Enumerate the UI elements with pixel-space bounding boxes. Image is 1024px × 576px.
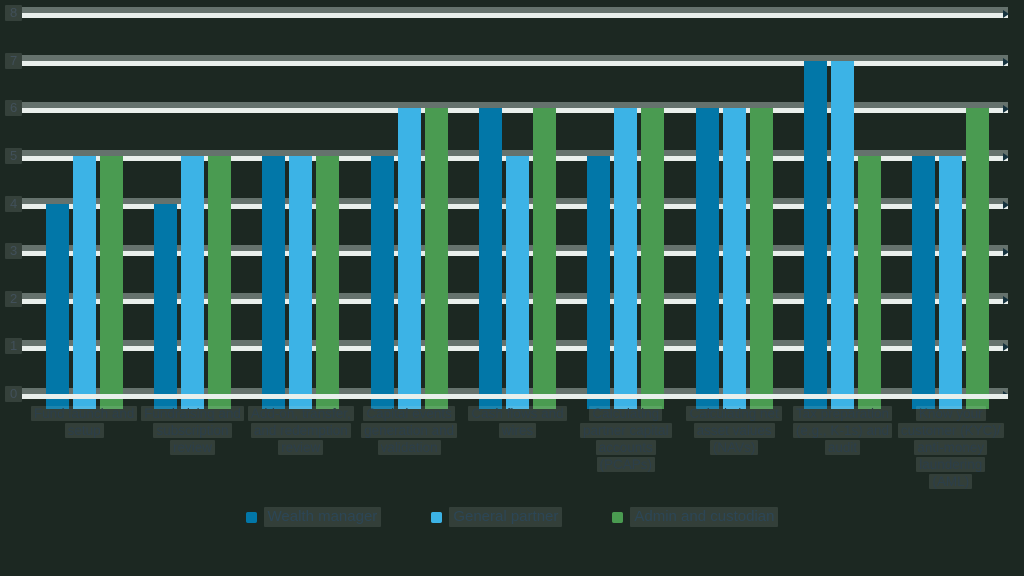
x-axis-label-fund-launch-and-setup: Fund launch and setup xyxy=(30,405,138,439)
x-axis-label-cash-flows-and-wires: Cash flows and wires xyxy=(463,405,571,439)
bar-group-cash-flows-and-wires xyxy=(478,108,556,409)
gridline-8 xyxy=(22,7,1009,18)
bar-group-calculating-partner-capital-ac xyxy=(587,108,665,409)
y-axis-tick-label-7: 7 xyxy=(5,52,23,69)
bar-admin-and-custodian-5[interactable] xyxy=(532,108,556,409)
bar-general-partner-9[interactable] xyxy=(939,155,963,409)
x-axis-label-tax-preparation-e-g-k-1s-and-a: Tax preparation (e.g., K-1s) and audit xyxy=(788,405,896,456)
bar-wealth-manager-9[interactable] xyxy=(912,155,936,409)
x-axis-label-cell-7: Calculating net asset values (NAVs) xyxy=(680,405,788,456)
gridline-6 xyxy=(22,102,1009,114)
bar-admin-and-custodian-9[interactable] xyxy=(966,108,990,409)
legend-label-general-partner: General partner xyxy=(449,507,563,527)
x-axis-label-cell-6: Calculating partner capital accounts (PC… xyxy=(572,405,680,473)
bar-general-partner-6[interactable] xyxy=(614,108,638,409)
bar-general-partner-8[interactable] xyxy=(830,60,854,409)
legend-swatch-general-partner xyxy=(431,511,443,523)
bar-general-partner-5[interactable] xyxy=(505,155,529,409)
x-axis-label-cell-3: Add-on, transfer, and redemption review xyxy=(247,405,355,456)
bar-wealth-manager-4[interactable] xyxy=(370,155,394,409)
bar-group-fund-launch-and-setup xyxy=(45,155,123,409)
y-axis-tick-label-0: 0 xyxy=(5,386,23,402)
x-axis-label-cell-4: Capital events generation and validation xyxy=(355,405,463,456)
y-axis-tick-label-3: 3 xyxy=(5,243,23,260)
legend-swatch-wealth-manager xyxy=(245,511,257,523)
bar-admin-and-custodian-8[interactable] xyxy=(857,155,881,409)
y-axis-tick-label-1: 1 xyxy=(5,338,23,355)
y-axis-tick-label-5: 5 xyxy=(5,147,23,164)
bar-admin-and-custodian-6[interactable] xyxy=(641,108,665,409)
bar-wealth-manager-5[interactable] xyxy=(478,108,502,409)
bar-general-partner-3[interactable] xyxy=(289,155,313,409)
bar-group-calculating-net-asset-values-n xyxy=(695,108,773,409)
bar-wealth-manager-2[interactable] xyxy=(153,203,177,409)
y-axis-tick-label-6: 6 xyxy=(5,100,23,117)
y-axis-tick-label-8: 8 xyxy=(5,5,23,21)
legend-item-admin-and-custodian[interactable]: Admin and custodian xyxy=(612,507,779,527)
x-axis-label-cell-2: Fundraising and subscription review xyxy=(138,405,246,456)
bar-general-partner-4[interactable] xyxy=(397,108,421,409)
legend-item-general-partner[interactable]: General partner xyxy=(431,507,563,527)
legend-swatch-admin-and-custodian xyxy=(612,511,624,523)
legend-label-admin-and-custodian: Admin and custodian xyxy=(630,507,779,527)
plot-area xyxy=(30,0,1005,409)
bar-wealth-manager-8[interactable] xyxy=(803,60,827,409)
x-axis-label-add-on-transfer-and-redemption: Add-on, transfer, and redemption review xyxy=(247,405,355,456)
x-axis-label-cell-8: Tax preparation (e.g., K-1s) and audit xyxy=(788,405,896,456)
bar-admin-and-custodian-7[interactable] xyxy=(749,108,773,409)
x-axis-label-calculating-net-asset-values-n: Calculating net asset values (NAVs) xyxy=(680,405,788,456)
x-axis-label-cell-9: Know your customer (KYC)/ anti-money lau… xyxy=(897,405,1005,490)
bar-admin-and-custodian-4[interactable] xyxy=(424,108,448,409)
x-axis-label-fundraising-and-subscription-r: Fundraising and subscription review xyxy=(138,405,246,456)
bar-wealth-manager-3[interactable] xyxy=(262,155,286,409)
y-axis-tick-label-2: 2 xyxy=(5,290,23,307)
bar-admin-and-custodian-1[interactable] xyxy=(99,155,123,409)
bar-general-partner-2[interactable] xyxy=(180,155,204,409)
x-axis-label-cell-5: Cash flows and wires xyxy=(463,405,571,439)
bar-group-add-on-transfer-and-redemption xyxy=(262,155,340,409)
bar-group-capital-events-generation-and- xyxy=(370,108,448,409)
y-axis-tick-label-4: 4 xyxy=(5,195,23,212)
bar-wealth-manager-6[interactable] xyxy=(587,155,611,409)
bar-group-know-your-customer-kyc-anti-mo xyxy=(912,108,990,409)
x-axis-label-know-your-customer-kyc-anti-mo: Know your customer (KYC)/ anti-money lau… xyxy=(897,405,1005,490)
bar-group-fundraising-and-subscription-r xyxy=(153,155,231,409)
bar-general-partner-7[interactable] xyxy=(722,108,746,409)
x-axis-label-cell-1: Fund launch and setup xyxy=(30,405,138,439)
bar-group-tax-preparation-e-g-k-1s-and-a xyxy=(803,60,881,409)
x-axis-baseline xyxy=(22,394,1008,399)
gridline-7 xyxy=(22,54,1009,66)
legend: Wealth manager General partner Admin and c… xyxy=(0,507,1024,527)
bar-admin-and-custodian-3[interactable] xyxy=(316,155,340,409)
legend-item-wealth-manager[interactable]: Wealth manager xyxy=(245,507,382,527)
bar-wealth-manager-1[interactable] xyxy=(45,203,69,409)
x-axis-category-labels: Fund launch and setup Fundraising and sub… xyxy=(30,405,1005,490)
legend-label-wealth-manager: Wealth manager xyxy=(263,507,382,527)
x-axis-label-calculating-partner-capital-ac: Calculating partner capital accounts (PC… xyxy=(572,405,680,473)
gridline-5 xyxy=(22,149,1009,161)
bar-wealth-manager-7[interactable] xyxy=(695,108,719,409)
bar-admin-and-custodian-2[interactable] xyxy=(207,155,231,409)
bar-general-partner-1[interactable] xyxy=(72,155,96,409)
x-axis-label-capital-events-generation-and-: Capital events generation and validation xyxy=(355,405,463,456)
